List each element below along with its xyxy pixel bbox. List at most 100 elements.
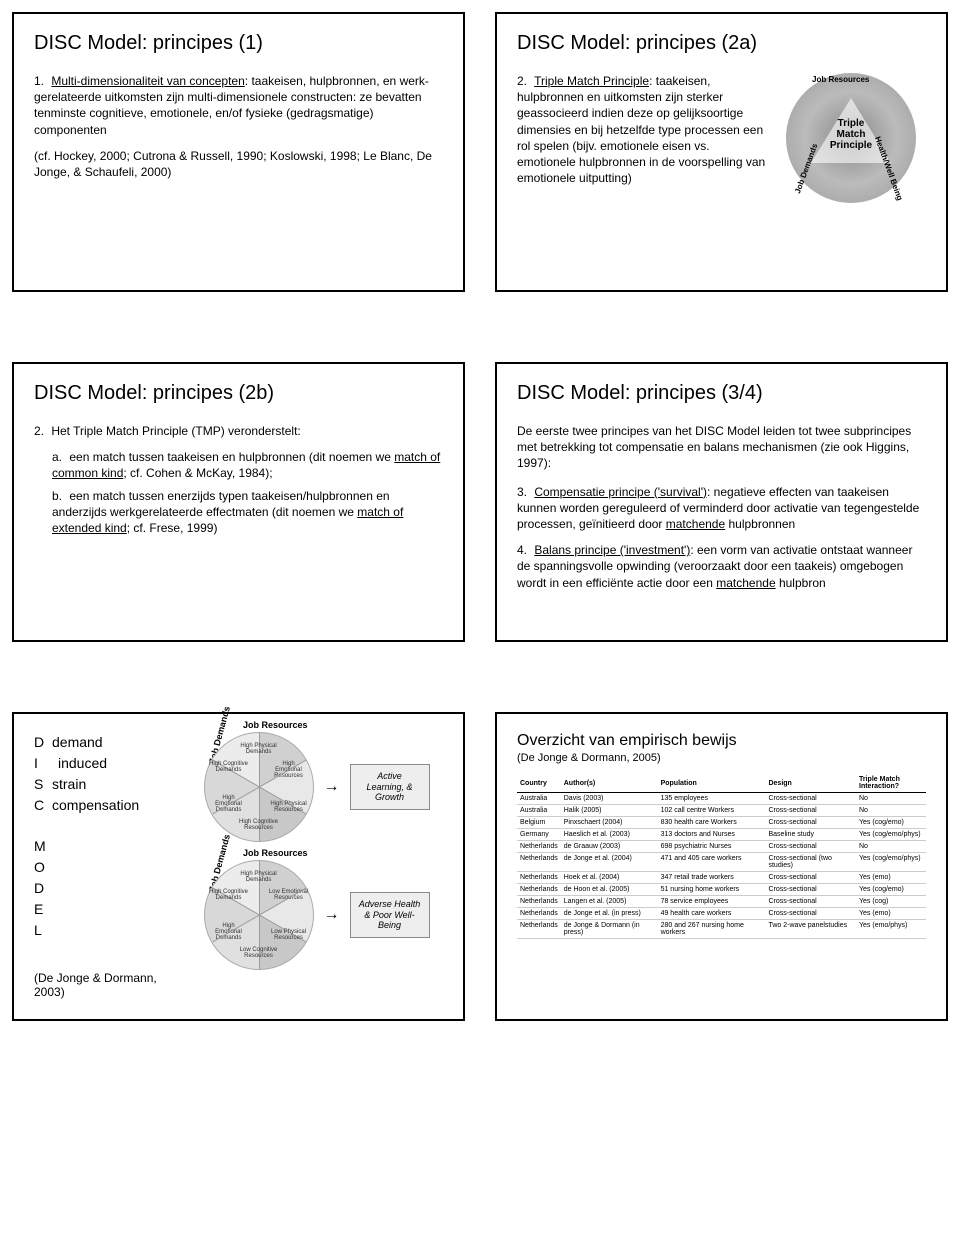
- slide-5: Ddemand Iinduced Sstrain Ccompensation M…: [12, 712, 465, 1021]
- disc-left-col: Ddemand Iinduced Sstrain Ccompensation M…: [34, 732, 174, 999]
- item-label: Multi-dimensionaliteit van concepten: [51, 74, 244, 88]
- outcome-box-2: Adverse Health & Poor Well-Being: [350, 892, 430, 938]
- seg: High Cognitive Demands: [209, 889, 249, 901]
- td: Belgium: [517, 817, 561, 829]
- td: No: [856, 793, 926, 805]
- seg: High Cognitive Resources: [239, 819, 279, 831]
- outcome-box-1: Active Learning, & Growth: [350, 764, 430, 810]
- td: Yes (cog/emo/phys): [856, 853, 926, 872]
- td: de Jonge et al. (2004): [561, 853, 658, 872]
- td: Netherlands: [517, 841, 561, 853]
- wheel-row-2: Job Demands Job Resources High Physical …: [204, 860, 430, 970]
- td: 78 service employees: [658, 896, 766, 908]
- evidence-tbody: AustraliaDavis (2003)135 employeesCross-…: [517, 793, 926, 939]
- sub-letter: a.: [52, 449, 66, 465]
- table-row: Netherlandsde Jonge & Dormann (in press)…: [517, 920, 926, 939]
- td: 280 and 267 nursing home workers: [658, 920, 766, 939]
- td: 102 call centre Workers: [658, 805, 766, 817]
- item-lead: Het Triple Match Principle (TMP) veronde…: [51, 424, 300, 438]
- item-tail: hulpbronnen: [725, 517, 795, 531]
- table-row: NetherlandsLangen et al. (2005)78 servic…: [517, 896, 926, 908]
- td: No: [856, 841, 926, 853]
- arc-resources: Job Resources: [243, 848, 308, 858]
- slide-3-title: DISC Model: principes (2b): [34, 382, 443, 405]
- slide-2-body: 2. Triple Match Principle: taakeisen, hu…: [517, 73, 926, 203]
- td: Netherlands: [517, 896, 561, 908]
- slide-4-p3: 3. Compensatie principe ('survival'): ne…: [517, 484, 926, 533]
- item-label: Balans principe ('investment'): [534, 543, 690, 557]
- item-label: Compensatie principe ('survival'): [534, 485, 707, 499]
- seg: High Physical Demands: [239, 743, 279, 755]
- td: Two 2-wave panelstudies: [765, 920, 856, 939]
- td: Australia: [517, 805, 561, 817]
- wheel-diagram-icon: High Physical Demands Low Emotional Reso…: [204, 860, 314, 970]
- item-number: 1.: [34, 73, 48, 89]
- table-row: AustraliaHalik (2005)102 call centre Wor…: [517, 805, 926, 817]
- slide-3-a: a. een match tussen taakeisen en hulpbro…: [52, 449, 443, 481]
- th: Design: [765, 774, 856, 793]
- td: Yes (cog/emo): [856, 884, 926, 896]
- table-row: Netherlandsde Graauw (2003)698 psychiatr…: [517, 841, 926, 853]
- seg: High Cognitive Demands: [209, 761, 249, 773]
- acr-w: strain: [52, 774, 86, 795]
- item-number: 2.: [517, 73, 531, 89]
- td: Yes (emo): [856, 908, 926, 920]
- model-l: O: [34, 857, 174, 878]
- tmp-diagram: TripleMatchPrinciple Job Resources Healt…: [786, 73, 916, 203]
- table-row: NetherlandsHoek et al. (2004)347 retail …: [517, 872, 926, 884]
- slide-4-intro: De eerste twee principes van het DISC Mo…: [517, 423, 926, 472]
- sub-letter: b.: [52, 488, 66, 504]
- slide-1-title: DISC Model: principes (1): [34, 32, 443, 55]
- tmp-center-label: TripleMatchPrinciple: [786, 118, 916, 151]
- td: No: [856, 805, 926, 817]
- th: Triple Match Interaction?: [856, 774, 926, 793]
- td: Pinxschaert (2004): [561, 817, 658, 829]
- arrow-icon: →: [324, 778, 340, 796]
- th: Author(s): [561, 774, 658, 793]
- td: Yes (cog/emo): [856, 817, 926, 829]
- table-row: Netherlandsde Jonge et al. (2004)471 and…: [517, 853, 926, 872]
- item-number: 4.: [517, 542, 531, 558]
- td: Cross-sectional: [765, 841, 856, 853]
- seg: Low Emotional Resources: [269, 889, 309, 901]
- slide-6-sub: (De Jonge & Dormann, 2005): [517, 752, 926, 764]
- item-u: matchende: [666, 517, 725, 531]
- seg: High Physical Demands: [239, 871, 279, 883]
- td: Halik (2005): [561, 805, 658, 817]
- td: 698 psychiatric Nurses: [658, 841, 766, 853]
- td: Baseline study: [765, 829, 856, 841]
- table-header-row: Country Author(s) Population Design Trip…: [517, 774, 926, 793]
- td: 51 nursing home workers: [658, 884, 766, 896]
- table-row: GermanyHaeslich et al. (2003)313 doctors…: [517, 829, 926, 841]
- td: de Jonge & Dormann (in press): [561, 920, 658, 939]
- disc-right-col: Job Demands Job Resources High Physical …: [190, 732, 443, 999]
- model-l: L: [34, 920, 174, 941]
- td: Cross-sectional: [765, 817, 856, 829]
- table-row: Netherlandsde Hoon et al. (2005)51 nursi…: [517, 884, 926, 896]
- wheel-1-wrap: Job Demands Job Resources High Physical …: [204, 732, 314, 842]
- td: Yes (emo/phys): [856, 920, 926, 939]
- slide-6-title: Overzicht van empirisch bewijs: [517, 732, 926, 750]
- td: Netherlands: [517, 908, 561, 920]
- td: Yes (cog): [856, 896, 926, 908]
- acr-l: C: [34, 795, 52, 816]
- slide-4: DISC Model: principes (3/4) De eerste tw…: [495, 362, 948, 642]
- slide-1: DISC Model: principes (1) 1. Multi-dimen…: [12, 12, 465, 292]
- model-l: M: [34, 836, 174, 857]
- td: Cross-sectional (two studies): [765, 853, 856, 872]
- wheel-diagram-icon: High Physical Demands High Emotional Res…: [204, 732, 314, 842]
- slide-3-b: b. een match tussen enerzijds typen taak…: [52, 488, 443, 537]
- td: Netherlands: [517, 884, 561, 896]
- slide-1-ref: (cf. Hockey, 2000; Cutrona & Russell, 19…: [34, 148, 443, 180]
- td: 135 employees: [658, 793, 766, 805]
- td: 347 retail trade workers: [658, 872, 766, 884]
- acr-w: induced: [58, 753, 107, 774]
- disc-acronym: Ddemand Iinduced Sstrain Ccompensation: [34, 732, 174, 816]
- disc-model-letters: M O D E L: [34, 836, 174, 941]
- slide-2-diagram-wrap: TripleMatchPrinciple Job Resources Healt…: [776, 73, 926, 203]
- slide-3-lead: 2. Het Triple Match Principle (TMP) vero…: [34, 423, 443, 439]
- slide-grid: DISC Model: principes (1) 1. Multi-dimen…: [12, 12, 948, 1021]
- td: Cross-sectional: [765, 908, 856, 920]
- slide-2: DISC Model: principes (2a) 2. Triple Mat…: [495, 12, 948, 292]
- disc-ref: (De Jonge & Dormann, 2003): [34, 971, 174, 999]
